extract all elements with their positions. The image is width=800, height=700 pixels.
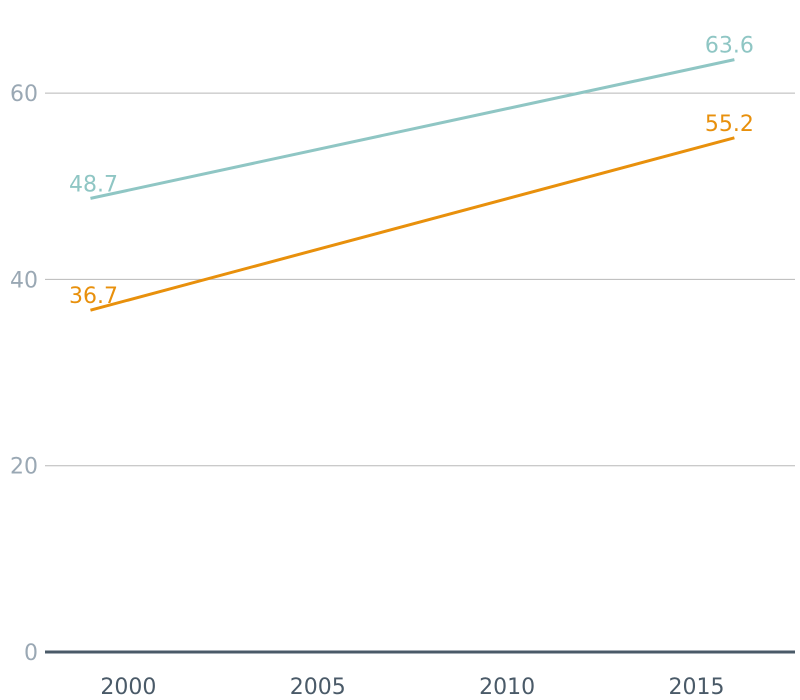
series-1-start-label: 48.7 — [69, 172, 118, 197]
series-1-end-label: 63.6 — [705, 34, 754, 59]
series-2-start-label: 36.7 — [69, 284, 118, 309]
y-axis-ticks: 0 20 40 60 — [10, 82, 38, 666]
x-tick-label-2000: 2000 — [100, 675, 156, 700]
y-tick-label-20: 20 — [10, 455, 38, 480]
x-axis-ticks: 2000 2005 2010 2015 — [100, 675, 724, 700]
series-lines — [90, 58, 735, 312]
series-line-1 — [90, 58, 735, 200]
series-end-labels: 48.7 63.6 36.7 55.2 — [69, 34, 754, 310]
y-tick-label-0: 0 — [24, 641, 38, 666]
x-tick-label-2005: 2005 — [290, 675, 346, 700]
y-tick-label-40: 40 — [10, 268, 38, 293]
grid-lines — [45, 92, 795, 654]
x-tick-label-2010: 2010 — [479, 675, 535, 700]
x-tick-label-2015: 2015 — [669, 675, 725, 700]
series-line-2 — [90, 136, 735, 312]
y-tick-label-60: 60 — [10, 82, 38, 107]
series-2-end-label: 55.2 — [705, 112, 754, 137]
